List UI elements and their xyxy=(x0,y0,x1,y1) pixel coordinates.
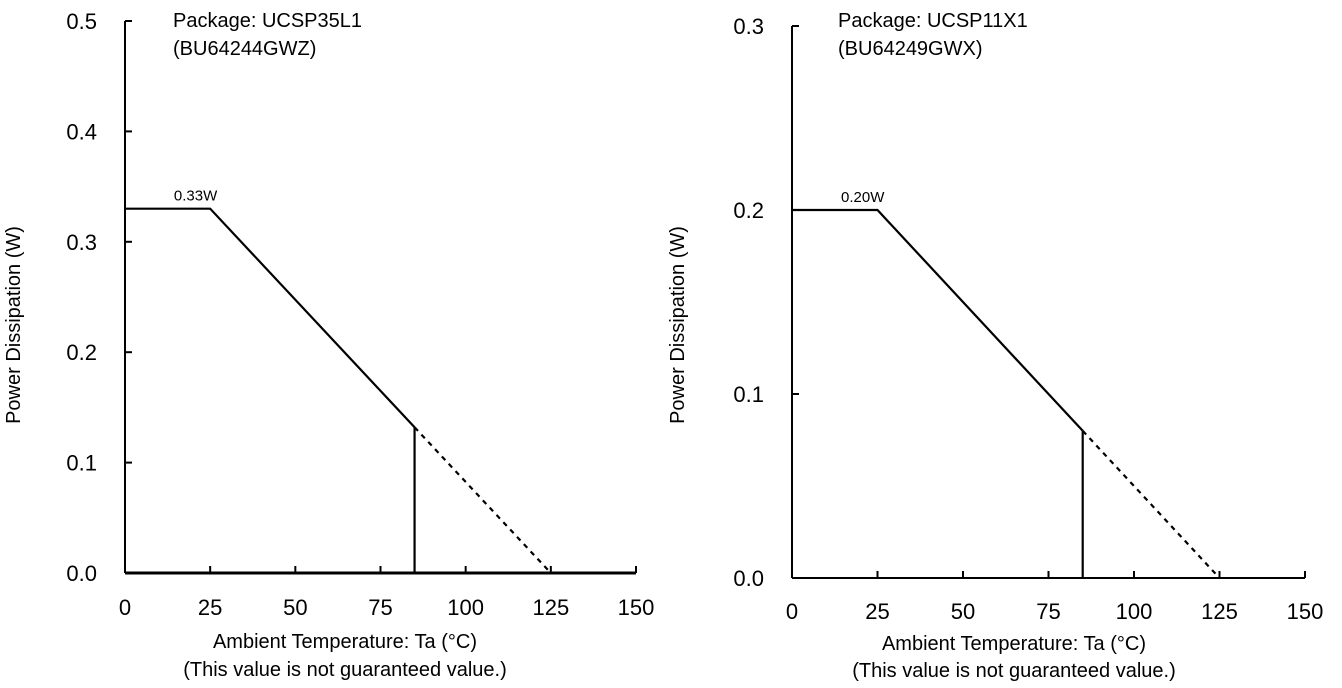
x-tick-label: 150 xyxy=(1287,599,1324,624)
x-tick-label: 0 xyxy=(119,595,131,620)
x-tick-label: 25 xyxy=(198,595,222,620)
x-tick-label: 125 xyxy=(1201,599,1238,624)
y-tick-label: 0.1 xyxy=(733,382,764,407)
x-tick-label: 150 xyxy=(618,595,655,620)
disclaimer-note: (This value is not guaranteed value.) xyxy=(852,660,1176,682)
y-tick-label: 0.3 xyxy=(66,230,97,255)
y-tick-label: 0.4 xyxy=(66,119,97,144)
chart-2: 0.0 0.1 0.2 0.3 0 25 50 75 100 125 150 0.20W Package… xyxy=(667,10,1323,682)
y-tick-label: 0.0 xyxy=(66,561,97,586)
x-tick-label: 75 xyxy=(368,595,392,620)
chart-1: 0.0 0.1 0.2 0.3 0.4 0.5 0 25 50 75 100 125 150 0.33W P… xyxy=(3,9,654,681)
x-tick-label: 100 xyxy=(447,595,484,620)
package-subtitle: (BU64249GWX) xyxy=(838,38,983,60)
derating-line-dashed xyxy=(1081,430,1221,579)
y-tick-label: 0.0 xyxy=(733,566,764,591)
y-tick-label: 0.3 xyxy=(733,14,764,39)
y-tick-label: 0.1 xyxy=(66,451,97,476)
plateau-label: 0.33W xyxy=(174,188,218,205)
x-tick-label: 50 xyxy=(951,599,975,624)
derating-line-1 xyxy=(125,207,416,429)
x-tick-label: 75 xyxy=(1036,599,1060,624)
package-subtitle: (BU64244GWZ) xyxy=(173,38,316,60)
y-tick-label: 0.2 xyxy=(733,198,764,223)
disclaimer-note: (This value is not guaranteed value.) xyxy=(183,659,507,681)
derating-line-dashed xyxy=(413,426,552,574)
y-axis-label: Power Dissipation (W) xyxy=(667,226,689,424)
package-title: Package: UCSP11X1 xyxy=(838,10,1028,32)
y-axis-label: Power Dissipation (W) xyxy=(3,226,25,424)
x-axis-label: Ambient Temperature: Ta (°C) xyxy=(882,633,1146,655)
x-axis-label: Ambient Temperature: Ta (°C) xyxy=(213,631,477,653)
x-tick-label: 0 xyxy=(786,599,798,624)
plateau-label: 0.20W xyxy=(841,189,885,206)
x-tick-label: 50 xyxy=(283,595,307,620)
y-tick-label: 0.2 xyxy=(66,340,97,365)
x-tick-label: 125 xyxy=(532,595,569,620)
x-tick-label: 100 xyxy=(1116,599,1153,624)
package-title: Package: UCSP35L1 xyxy=(173,10,362,32)
y-tick-label: 0.5 xyxy=(66,9,97,34)
x-tick-label: 25 xyxy=(865,599,889,624)
derating-line-1 xyxy=(792,208,1084,432)
